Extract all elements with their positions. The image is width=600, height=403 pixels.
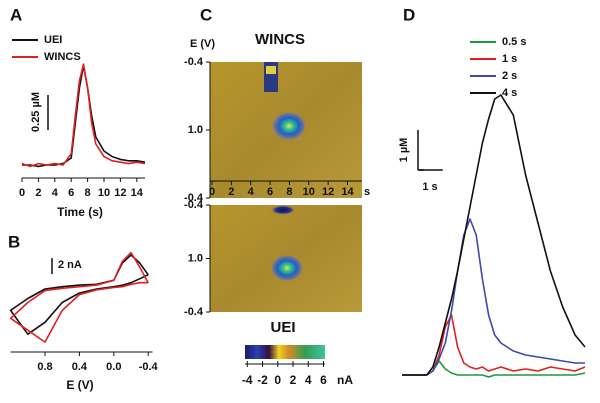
x-tick-label: 0: [19, 187, 25, 199]
panel-letter: A: [10, 5, 22, 24]
legend-label: 0.5 s: [502, 36, 526, 48]
y-tick-label: 1.0: [188, 124, 203, 136]
panel-letter: B: [8, 232, 20, 251]
x-tick-label: 4: [52, 187, 59, 199]
y-axis-label: E (V): [190, 38, 215, 50]
x-tick-label: 10: [98, 187, 110, 199]
heatmap-images: [210, 62, 362, 359]
y-tick-label: -0.4: [184, 306, 204, 318]
x-tick-label: 8: [286, 186, 292, 198]
colorbar-tick-label: -4: [242, 373, 253, 387]
legend-label: UEI: [44, 34, 62, 46]
legend-label: 2 s: [502, 70, 517, 82]
blob: [270, 205, 296, 215]
x-tick-label: 12: [322, 186, 334, 198]
x-tick-label: 10: [303, 186, 315, 198]
blob: [270, 254, 304, 282]
x-axis-label: Time (s): [57, 205, 103, 219]
artifact: [266, 66, 276, 74]
colorbar-tick-label: 6: [320, 373, 327, 387]
series-line: [9, 251, 149, 343]
x-tick-label: 0.8: [37, 361, 52, 373]
x-axis-label: E (V): [66, 378, 93, 392]
y-tick-label: 1.0: [188, 252, 203, 264]
scale-bar-label: 2 nA: [58, 259, 82, 271]
x-tick-label: 12: [114, 187, 126, 199]
x-tick-label: 0: [209, 186, 215, 198]
series-line: [402, 314, 586, 376]
x-tick-label: 4: [248, 186, 255, 198]
legend-label: 4 s: [502, 87, 517, 99]
x-tick-label: 14: [341, 186, 354, 198]
colorbar-label: nA: [337, 373, 353, 387]
x-tick-label: 2: [228, 186, 234, 198]
blob: [271, 111, 307, 141]
colorbar-tick-label: 4: [305, 373, 312, 387]
plot-title: WINCS: [255, 31, 305, 48]
series-line: [402, 94, 586, 376]
panel-letter: D: [403, 5, 415, 24]
x-tick-label: 0.4: [72, 361, 88, 373]
x-tick-label: -0.4: [139, 361, 159, 373]
colorbar: [245, 345, 325, 359]
series-line: [402, 218, 585, 376]
x-tick-label: 6: [68, 187, 74, 199]
y-tick-label: -0.4: [184, 199, 204, 211]
panel-letter: C: [200, 5, 212, 24]
x-tick-label: 8: [85, 187, 91, 199]
legend-label: 1 s: [502, 53, 517, 65]
legend-label: WINCS: [44, 51, 81, 63]
x-unit: s: [364, 186, 370, 198]
x-tick-label: 0.0: [106, 361, 121, 373]
series-line: [21, 63, 146, 168]
plot-title: UEI: [270, 319, 295, 336]
y-tick-label: -0.4: [184, 56, 204, 68]
colorbar-tick-label: 2: [290, 373, 297, 387]
x-tick-label: 6: [267, 186, 273, 198]
y-tick-label: -0.4: [184, 192, 204, 204]
colorbar-tick-label: 0: [274, 373, 281, 387]
scale-bar-label: 1 s: [422, 181, 437, 193]
colorbar-tick-label: -2: [257, 373, 268, 387]
x-tick-label: 14: [131, 187, 144, 199]
scale-bar-label: 1 µM: [398, 138, 410, 163]
x-tick-label: 2: [35, 187, 41, 199]
scale-bar-label: 0.25 µM: [30, 92, 42, 132]
